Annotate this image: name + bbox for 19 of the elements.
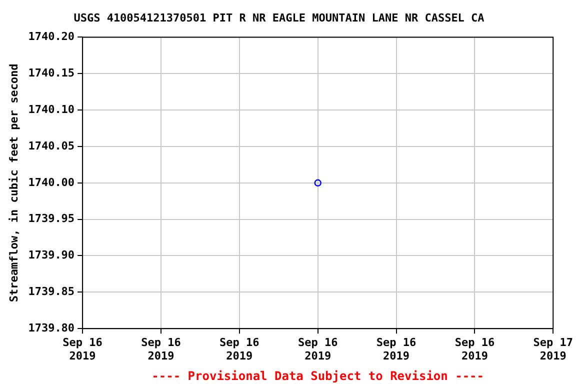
y-tick-label: 1740.10 — [28, 102, 75, 116]
x-tick-label: Sep 16 2019 — [62, 336, 103, 362]
x-tick-label: Sep 16 2019 — [141, 336, 182, 362]
y-tick-label: 1739.80 — [28, 321, 75, 334]
y-tick-label: 1740.05 — [28, 139, 75, 152]
y-tick-label: 1739.95 — [28, 212, 75, 226]
x-tick-label: Sep 16 2019 — [298, 336, 338, 362]
y-tick-label: 1740.15 — [28, 66, 75, 80]
x-tick-label: Sep 16 2019 — [376, 336, 417, 362]
x-tick-label: Sep 17 2019 — [533, 336, 574, 362]
y-axis-title: Streamflow, in cubic feet per second — [7, 64, 20, 302]
x-tick-label: Sep 16 2019 — [454, 336, 495, 362]
text: ---- Provisional Data Subject to Revision ---- — [152, 369, 484, 383]
chart-title: USGS 410054121370501 PIT R NR EAGLE MOUNTAIN LANE NR CASSEL CA — [74, 11, 485, 24]
y-tick-label: 1739.85 — [28, 285, 75, 298]
x-tick-label: Sep 16 2019 — [220, 336, 260, 362]
y-tick-label: 1740.20 — [28, 30, 75, 44]
y-tick-label: 1739.90 — [28, 248, 75, 262]
y-tick-label: 1740.00 — [28, 176, 75, 189]
